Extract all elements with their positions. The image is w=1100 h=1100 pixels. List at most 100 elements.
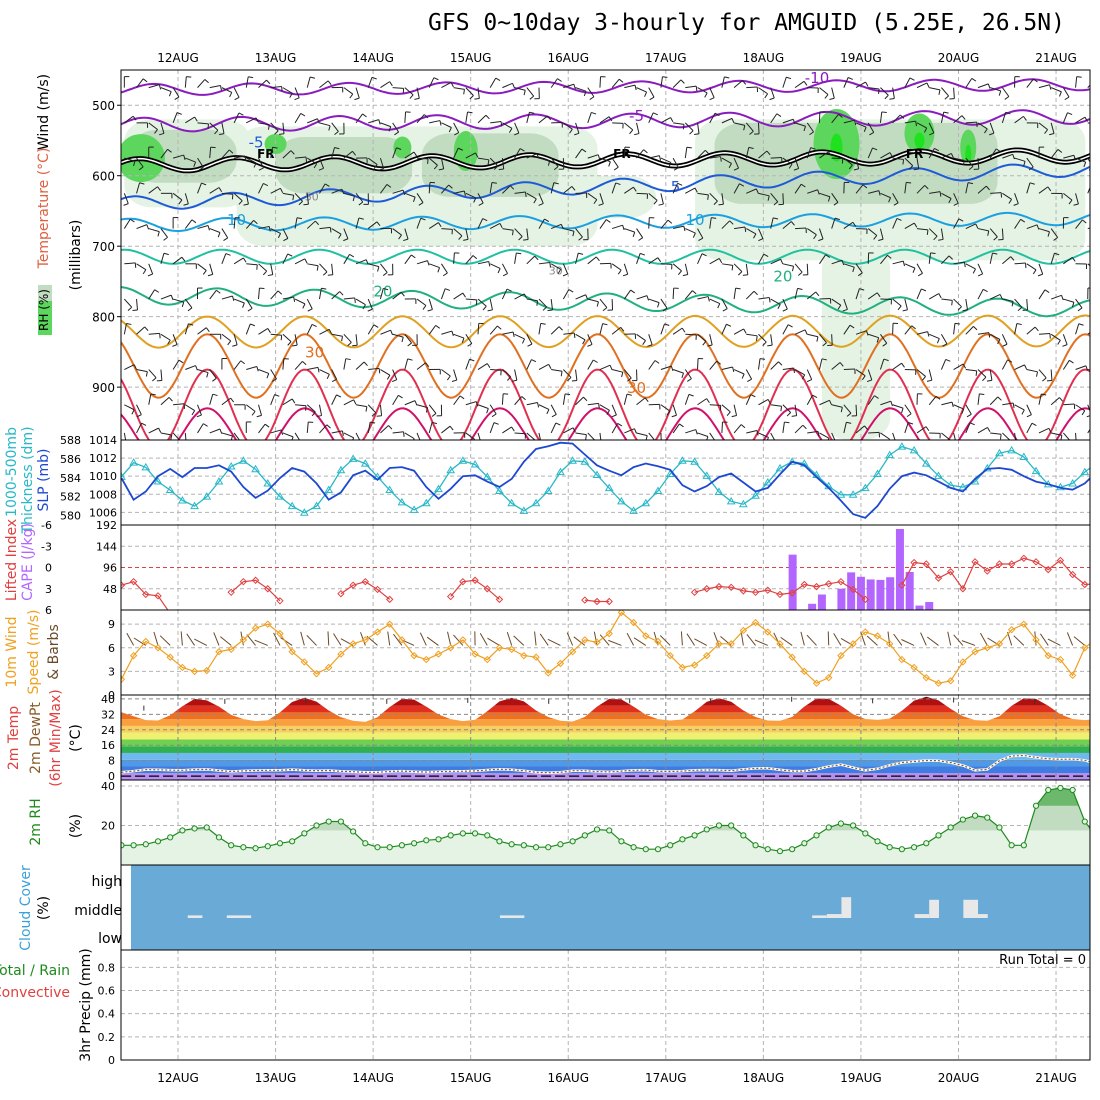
- lifted-index-line: [121, 581, 169, 610]
- wind-barb: [209, 369, 217, 379]
- wind-barb: [1014, 432, 1017, 440]
- wind-barb: [493, 165, 499, 170]
- wind-barb: [1073, 636, 1086, 646]
- cape-bar: [788, 554, 797, 610]
- wind-barb: [587, 154, 599, 159]
- wind-barb: [953, 404, 964, 410]
- wind-barb: [578, 236, 583, 241]
- wind-barb: [389, 81, 393, 87]
- wind-barb: [782, 77, 787, 88]
- wind-barb: [1078, 323, 1084, 326]
- wind-barb: [893, 202, 899, 206]
- wind-barb: [818, 228, 824, 240]
- rh-point: [496, 838, 503, 845]
- wind-barb: [866, 379, 872, 383]
- wind-barb: [928, 369, 933, 381]
- wind-barb: [971, 77, 977, 82]
- wind-barb: [245, 298, 253, 309]
- wind-barb: [599, 116, 610, 124]
- wind-barb: [892, 157, 904, 160]
- wind-barb: [258, 423, 266, 434]
- wind-barb: [746, 429, 758, 434]
- wind-barb: [916, 369, 926, 377]
- pressure-tick-label: 800: [92, 311, 115, 325]
- wind-barb: [843, 119, 855, 124]
- temp-band: [121, 696, 1090, 699]
- wind-barb: [233, 298, 245, 304]
- wind-barb: [197, 327, 207, 335]
- wind-barb: [993, 236, 998, 241]
- wind-barb: [694, 638, 708, 646]
- wind-barb: [123, 323, 127, 335]
- wind-barb: [234, 96, 240, 101]
- wind-barb: [1039, 633, 1049, 646]
- wind-barb: [416, 157, 429, 160]
- wind-barb: [892, 218, 898, 229]
- wind-barb: [270, 187, 281, 194]
- wind-barb: [940, 359, 947, 370]
- wind-barb: [599, 634, 610, 646]
- wind-barb: [124, 404, 135, 411]
- temperature-contour: [121, 407, 1090, 440]
- rh-shade: [568, 175, 657, 218]
- wind-barb: [819, 192, 831, 198]
- wind-barb: [916, 288, 922, 300]
- wind-barb: [1041, 393, 1047, 396]
- wind-barb: [502, 369, 512, 378]
- wind-barb: [827, 196, 831, 202]
- wind-barb: [784, 421, 790, 424]
- wind-barb: [1050, 122, 1055, 134]
- wind-barb: [977, 122, 988, 130]
- wind-barb: [123, 193, 129, 204]
- wind-barb: [160, 333, 171, 341]
- wind-barb: [672, 404, 677, 416]
- wind-barb: [523, 293, 528, 299]
- lifted-index-point: [446, 592, 455, 601]
- wind-barb: [184, 219, 193, 229]
- wind-barb: [445, 288, 451, 291]
- wind-speed-point: [922, 673, 930, 682]
- wind-barb: [280, 429, 284, 435]
- wind-barb: [777, 304, 781, 309]
- wind-barb: [245, 404, 256, 412]
- wind-barb: [806, 634, 817, 646]
- wind-barb: [380, 263, 388, 273]
- wind-barb: [714, 112, 720, 117]
- wind-barb: [843, 221, 854, 229]
- wind-barb: [282, 87, 293, 94]
- wind-barb: [987, 230, 990, 236]
- wind-barb: [1083, 162, 1087, 168]
- pressure-tick-label: 700: [92, 240, 115, 254]
- wind-barb: [311, 323, 317, 328]
- wind-barb: [270, 263, 274, 275]
- wind-barb: [127, 306, 133, 311]
- wind-barb: [879, 111, 883, 123]
- wind-barb: [511, 379, 517, 382]
- wind-barb: [697, 87, 708, 94]
- wind-barb: [538, 363, 549, 370]
- wind-barb: [605, 219, 611, 223]
- wind-barb: [441, 122, 452, 128]
- wind-barb: [331, 369, 338, 380]
- wind-barb: [392, 395, 399, 406]
- wind-barb: [807, 430, 819, 434]
- wind-barb: [884, 94, 889, 100]
- wind-barb: [355, 217, 360, 229]
- slp-tick-label: 1008: [89, 488, 117, 501]
- li-tick-label: 6: [45, 604, 52, 617]
- wind-barb: [159, 132, 165, 136]
- cape-tick-label: 96: [103, 562, 117, 575]
- wind-barb: [251, 411, 256, 416]
- wind-barb: [806, 379, 812, 383]
- wind-barb: [1063, 154, 1075, 159]
- wind-barb: [904, 120, 916, 124]
- wind-barb: [592, 441, 596, 444]
- wind-speed-point: [1020, 620, 1028, 628]
- wind-barb: [1038, 228, 1050, 233]
- wind-barb: [539, 633, 549, 646]
- wind-barb: [648, 360, 656, 370]
- wind-speed-point: [276, 629, 284, 638]
- wind-barb: [467, 111, 473, 114]
- wind-barb: [941, 192, 952, 199]
- wind-speed-point: [690, 661, 699, 669]
